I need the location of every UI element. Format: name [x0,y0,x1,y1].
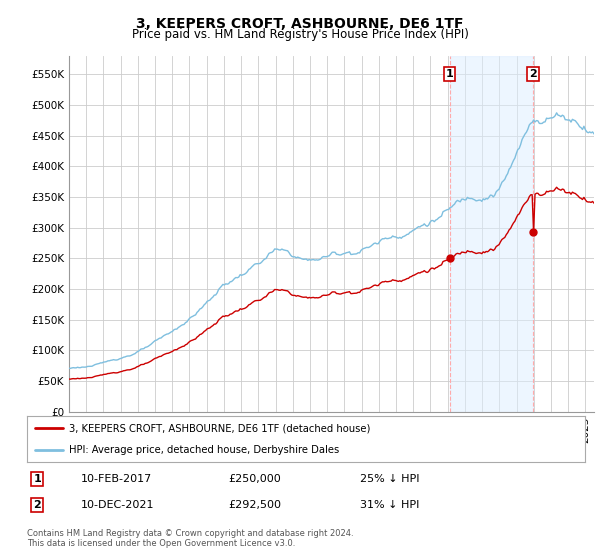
Text: 31% ↓ HPI: 31% ↓ HPI [360,500,419,510]
Text: Contains HM Land Registry data © Crown copyright and database right 2024.
This d: Contains HM Land Registry data © Crown c… [27,529,353,548]
Text: 3, KEEPERS CROFT, ASHBOURNE, DE6 1TF (detached house): 3, KEEPERS CROFT, ASHBOURNE, DE6 1TF (de… [69,423,370,433]
Text: 1: 1 [34,474,41,484]
Text: £250,000: £250,000 [228,474,281,484]
Text: £292,500: £292,500 [228,500,281,510]
Text: 1: 1 [446,69,454,80]
Text: 2: 2 [34,500,41,510]
Text: 10-DEC-2021: 10-DEC-2021 [81,500,155,510]
Text: 10-FEB-2017: 10-FEB-2017 [81,474,152,484]
Text: 25% ↓ HPI: 25% ↓ HPI [360,474,419,484]
Text: HPI: Average price, detached house, Derbyshire Dales: HPI: Average price, detached house, Derb… [69,445,339,455]
Text: Price paid vs. HM Land Registry's House Price Index (HPI): Price paid vs. HM Land Registry's House … [131,28,469,41]
Bar [449,56,533,412]
Text: 3, KEEPERS CROFT, ASHBOURNE, DE6 1TF: 3, KEEPERS CROFT, ASHBOURNE, DE6 1TF [136,16,464,30]
Text: 2: 2 [529,69,537,80]
